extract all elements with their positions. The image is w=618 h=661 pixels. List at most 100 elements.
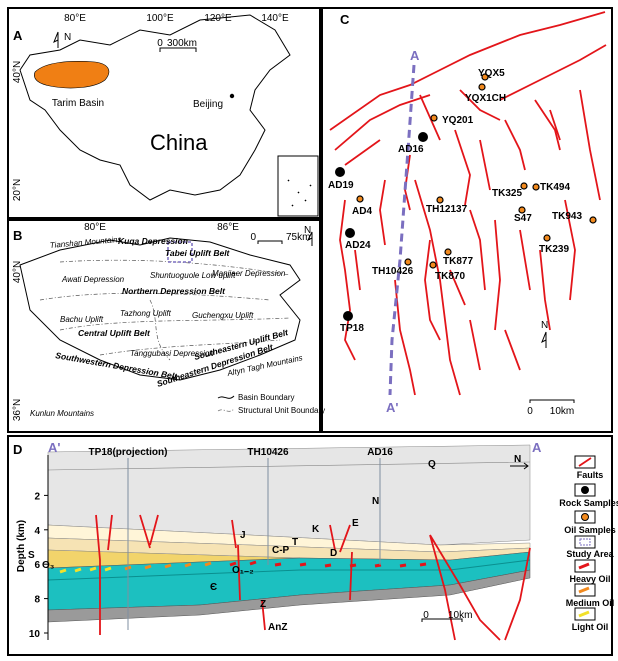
oil-sample [429,261,437,269]
lat-label: 40°N [12,261,23,283]
well-label: YQX1CH [465,93,506,104]
sinian-layer [47,569,531,623]
north-arrow-a [53,31,59,48]
scale-label: 0 [527,406,533,417]
stratum-label: Є [210,582,217,593]
lat-label: 36°N [12,399,23,421]
well-label: TP18 [340,323,364,334]
well-label: AD16 [398,144,424,155]
unit-label: Tanggubasi Depression [130,349,214,358]
unit-label: Manjiaer Depression [212,269,286,278]
stratum-label: J [240,530,246,541]
unit-label: Bachu Uplift [60,315,104,324]
legend-medium-icon [578,586,590,594]
well-label: AD24 [345,240,371,251]
rock-sample [345,228,355,238]
unit-label: Central Uplift Belt [78,328,151,338]
well-lines [127,458,381,630]
place-label: Beijing [193,99,223,110]
lat-label: 20°N [12,179,23,201]
section-end: A [410,48,420,63]
panel-d-frame [7,435,613,656]
direction-label: N [514,454,521,465]
legend-label: Structural Unit Boundary [238,406,325,415]
islands [287,179,312,207]
oil-sample [520,182,528,190]
well-label: TK943 [552,211,582,222]
lon-label: 120°E [204,13,232,24]
well-label: AD19 [328,180,354,191]
legend-basin-icon [217,395,235,399]
scale-bar-b [257,240,283,244]
lon-label: 140°E [261,13,289,24]
north-arrow-c [541,331,547,348]
scale-label: 10km [448,610,472,621]
section-end: A' [386,400,398,415]
well-label: TH10426 [247,447,289,458]
stratum-label: E [352,518,359,529]
stratum-label: K [312,524,320,535]
well-label: TK494 [540,182,570,193]
legend-light-icon [578,610,590,618]
well-label: AD16 [367,447,393,458]
north-label: N [304,225,311,236]
well-label: YQX5 [478,68,505,79]
unit-label: Tianshan Mountains [49,235,121,250]
scale-label: 75km [286,232,310,243]
north-arrow-b [306,231,313,246]
tick-label: 8 [34,595,40,606]
lon-label: 100°E [146,13,174,24]
stratum-label: O₃ [42,560,55,571]
place-label: Tarim Basin [52,98,104,109]
stratum-label: S [28,550,35,561]
panel-label: D [13,442,22,457]
legend-rock-icon [581,486,589,494]
unit-label: Guchengxu Uplift [192,311,254,320]
well-markers [335,73,597,321]
well-label: TP18(projection) [89,447,168,458]
scale-bar-d [421,618,463,622]
panel-label: A [13,28,23,43]
well-label: S47 [514,213,532,224]
unit-label: Northern Depression Belt [122,286,226,296]
unit-label: Tabei Uplift Belt [165,248,231,258]
rock-sample [418,132,428,142]
stratum-label: N [372,496,379,507]
legend-d [574,455,596,621]
basin-boundary [19,237,301,381]
legend-label: Study Area [566,549,614,559]
tick-label: 4 [34,526,40,537]
legend-unit-icon [217,408,235,412]
oil-sample [532,183,540,191]
country-label: China [150,130,208,155]
tick-label: 2 [34,491,40,502]
rock-sample [335,167,345,177]
lon-label: 86°E [217,222,239,233]
axis-title: Depth (km) [16,520,27,572]
oil-sample [430,114,438,122]
legend-label: Medium Oil [566,598,615,608]
lon-label: 80°E [64,13,86,24]
legend-label: Basin Boundary [238,393,294,402]
legend-oil-icon [581,513,589,521]
well-label: YQ201 [442,115,474,126]
stratum-label: T [292,537,298,548]
tick-label: 10 [29,629,41,640]
panel-label: C [340,12,350,27]
legend-label: Oil Samples [564,525,616,535]
legend-fault-icon [578,457,592,467]
well-label: TK877 [443,256,473,267]
scale-label: 0 [423,610,429,621]
north-label: N [64,32,71,43]
oil-sample [589,216,597,224]
lon-label: 80°E [84,222,106,233]
study-area-box [167,241,193,263]
section-end: A [532,440,542,455]
beijing-dot [229,93,235,99]
stratum-label: Q [428,459,436,470]
north-label: N [541,320,548,331]
stratum-label: D [330,548,337,559]
panel-c-frame [321,7,613,433]
light-oil [59,566,112,574]
scale-label: 10km [550,406,574,417]
